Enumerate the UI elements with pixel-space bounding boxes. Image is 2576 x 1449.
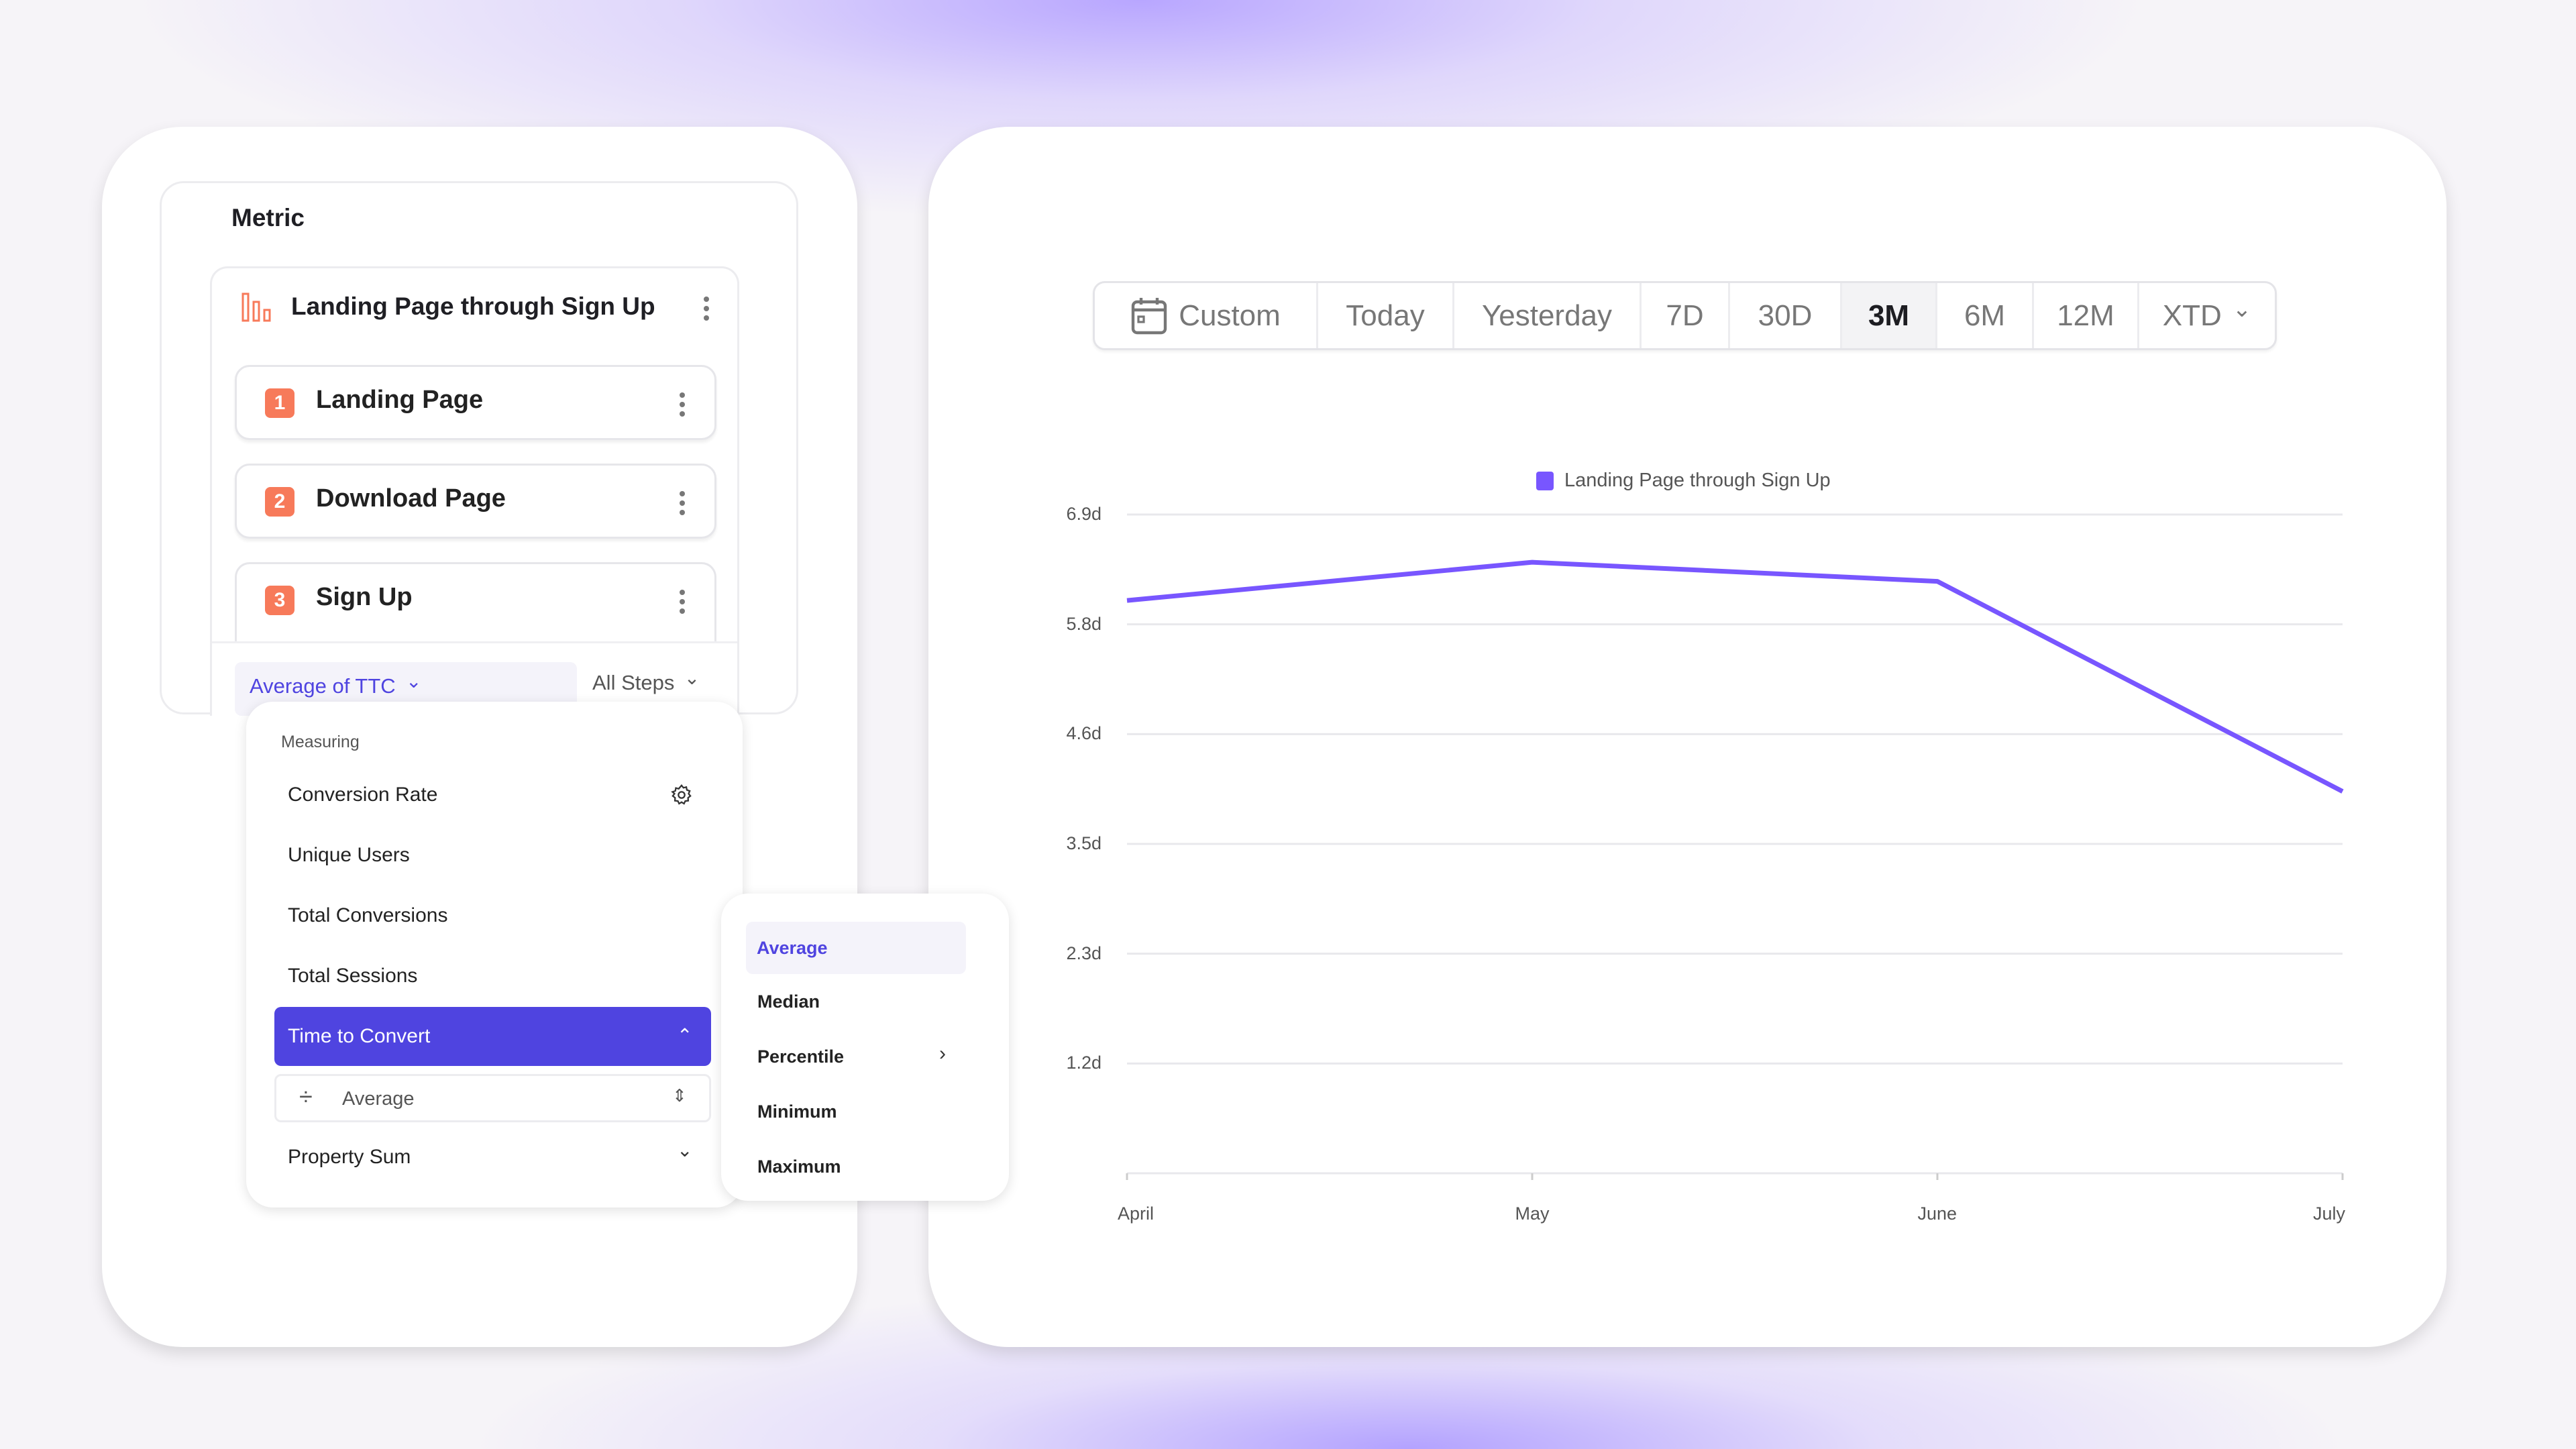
steps-filter-label: All Steps [592, 671, 675, 694]
x-tick-label: May [1515, 1203, 1550, 1224]
step-label: Sign Up [316, 583, 413, 611]
steps-filter-dropdown[interactable]: All Steps ⌄ [592, 667, 700, 695]
submenu-item-minimum[interactable]: Minimum [757, 1102, 837, 1122]
submenu-item-percentile[interactable]: Percentile [757, 1046, 845, 1067]
submenu-item-median[interactable]: Median [757, 991, 820, 1012]
chevron-down-icon: ⌄ [677, 1140, 693, 1161]
gear-icon[interactable] [670, 784, 693, 806]
date-range-picker: Custom Today Yesterday 7D 30D 3M 6M 12M … [1093, 281, 2277, 350]
metric-more-icon[interactable] [704, 297, 709, 325]
aggregation-label: Average of TTC [250, 674, 396, 698]
date-option-7d[interactable]: 7D [1642, 283, 1730, 348]
y-tick-label: 5.8d [1066, 613, 1102, 634]
aggregation-submenu: Average Median Percentile › Minimum Maxi… [721, 894, 1009, 1201]
menu-item-conversion-rate[interactable]: Conversion Rate [288, 784, 438, 806]
y-tick-label: 4.6d [1066, 723, 1102, 744]
x-tick-label: June [1917, 1203, 1957, 1224]
step-item[interactable]: 2 Download Page [235, 464, 716, 539]
step-more-icon[interactable] [680, 590, 685, 618]
submenu-item-average[interactable]: Average [746, 922, 966, 974]
date-option-custom[interactable]: Custom [1095, 283, 1318, 348]
y-tick-label: 1.2d [1066, 1053, 1102, 1073]
chevron-down-icon: ⌄ [406, 671, 422, 692]
step-label: Landing Page [316, 386, 484, 414]
date-option-label: Custom [1179, 299, 1281, 332]
y-tick-label: 3.5d [1066, 833, 1102, 853]
chevron-down-icon: ⌄ [684, 667, 700, 688]
aggregation-select-value: Average [342, 1088, 415, 1110]
date-option-6m[interactable]: 6M [1937, 283, 2034, 348]
chart-legend: Landing Page through Sign Up [1536, 470, 1831, 492]
measuring-menu: Measuring Conversion Rate Unique Users T… [246, 702, 743, 1208]
y-tick-label: 6.9d [1066, 504, 1102, 524]
series-line [1126, 559, 2344, 794]
menu-item-total-sessions[interactable]: Total Sessions [288, 965, 418, 987]
step-more-icon[interactable] [680, 392, 685, 421]
chevron-right-icon: › [939, 1042, 946, 1065]
date-option-yesterday[interactable]: Yesterday [1454, 283, 1642, 348]
measuring-heading: Measuring [281, 733, 360, 751]
date-option-12m[interactable]: 12M [2034, 283, 2139, 348]
step-number-badge: 2 [265, 487, 294, 517]
updown-chevron-icon: ⇕ [672, 1085, 687, 1106]
menu-item-label: Time to Convert [288, 1025, 431, 1047]
y-tick-label: 2.3d [1066, 943, 1102, 963]
x-tick-label: July [2313, 1203, 2346, 1224]
legend-label: Landing Page through Sign Up [1564, 470, 1831, 491]
step-more-icon[interactable] [680, 491, 685, 519]
date-option-label: XTD [2162, 299, 2222, 332]
metric-title: Metric [231, 204, 305, 231]
menu-item-time-to-convert[interactable]: Time to Convert ⌃ [274, 1007, 711, 1066]
calendar-icon [1132, 297, 1167, 334]
divide-icon: ÷ [299, 1083, 313, 1110]
x-tick-label: April [1118, 1203, 1155, 1224]
submenu-item-maximum[interactable]: Maximum [757, 1157, 841, 1177]
chevron-up-icon: ⌃ [677, 1025, 693, 1046]
step-number-badge: 3 [265, 586, 294, 615]
step-number-badge: 1 [265, 388, 294, 418]
aggregation-select[interactable]: ÷ Average ⇕ [274, 1074, 711, 1122]
step-label: Download Page [316, 484, 506, 513]
menu-item-property-sum[interactable]: Property Sum [288, 1146, 411, 1168]
date-option-today[interactable]: Today [1318, 283, 1454, 348]
date-option-xtd[interactable]: XTD ⌄ [2139, 283, 2275, 348]
menu-item-total-conversions[interactable]: Total Conversions [288, 904, 448, 926]
legend-swatch [1536, 471, 1554, 490]
menu-item-unique-users[interactable]: Unique Users [288, 844, 410, 866]
step-item[interactable]: 3 Sign Up [235, 562, 716, 656]
date-option-30d[interactable]: 30D [1730, 283, 1842, 348]
chevron-down-icon: ⌄ [2232, 296, 2252, 322]
metric-name[interactable]: Landing Page through Sign Up [291, 292, 655, 320]
step-item[interactable]: 1 Landing Page [235, 365, 716, 440]
funnel-bars-icon [241, 292, 271, 322]
submenu-item-label: Average [757, 938, 828, 958]
date-option-3m[interactable]: 3M [1842, 283, 1937, 348]
